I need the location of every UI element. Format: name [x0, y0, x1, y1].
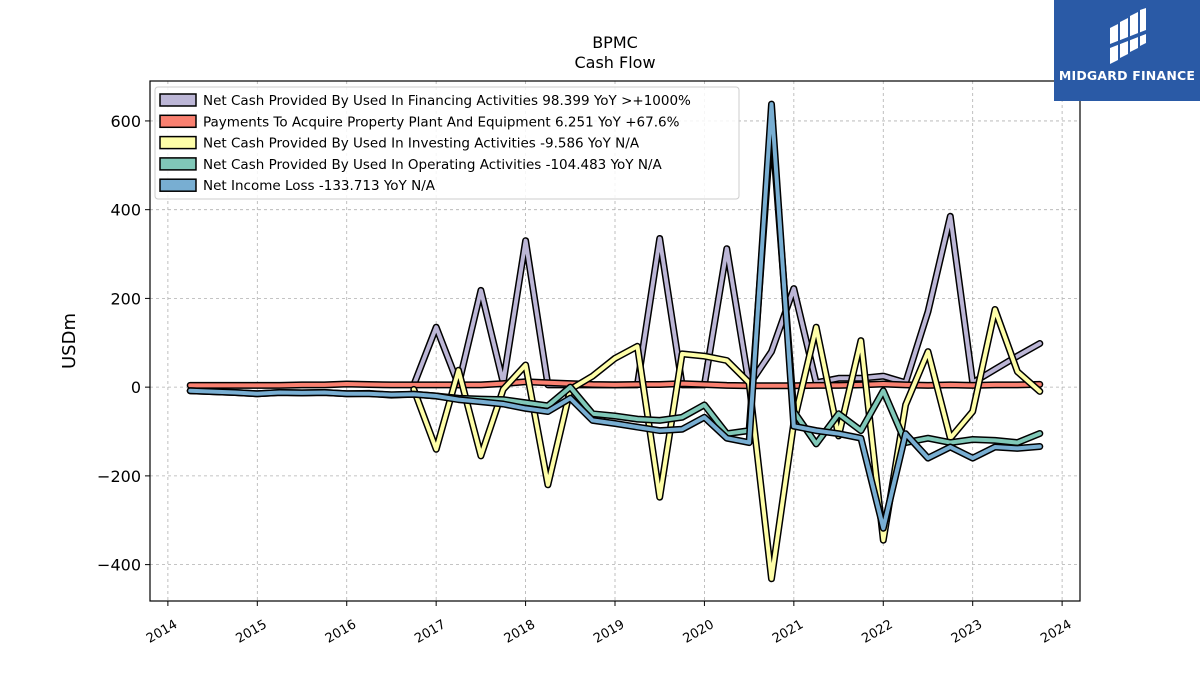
y-tick-label: −200 [97, 467, 141, 486]
legend-entry-label: Net Cash Provided By Used In Operating A… [203, 157, 662, 173]
logo-text: MIDGARD FINANCE [1058, 68, 1196, 83]
series-line-2 [410, 306, 1044, 583]
legend-swatch [159, 135, 197, 150]
chart-subtitle: Cash Flow [574, 53, 655, 72]
legend-swatch [159, 178, 197, 192]
x-tick-label: 2016 [323, 617, 359, 647]
series-line-0 [410, 212, 1044, 389]
legend-swatch [159, 114, 197, 129]
series-path [411, 214, 1042, 387]
x-tick-label: 2024 [1038, 617, 1074, 647]
x-tick-label: 2019 [591, 617, 627, 647]
midgard-logo-mark-icon [1110, 8, 1146, 64]
series-path [188, 379, 1042, 388]
y-tick-label: 600 [110, 112, 141, 131]
y-axis-ticks: 600 400 200 0 −200 −400 [97, 112, 150, 575]
y-tick-label: 400 [110, 201, 141, 220]
midgard-finance-logo: MIDGARD FINANCE [1054, 0, 1200, 101]
y-tick-label: 200 [110, 289, 141, 308]
x-tick-label: 2022 [859, 617, 895, 647]
y-axis-label: USDm [59, 313, 80, 369]
series-line-1 [186, 378, 1044, 390]
legend-entry-label: Net Cash Provided By Used In Financing A… [203, 93, 691, 109]
legend-entry-label: Net Income Loss -133.713 YoY N/A [203, 178, 436, 194]
legend-entry-label: Payments To Acquire Property Plant And E… [203, 114, 680, 130]
chart-title: BPMC [592, 33, 638, 52]
legend-swatch [159, 93, 197, 107]
x-tick-label: 2023 [949, 617, 985, 647]
series-lines [186, 100, 1044, 583]
x-tick-label: 2018 [502, 617, 538, 647]
x-tick-label: 2020 [681, 617, 717, 647]
x-tick-label: 2015 [233, 617, 269, 647]
x-tick-label: 2021 [770, 617, 806, 647]
x-tick-label: 2014 [144, 617, 180, 647]
series-path [188, 102, 1042, 531]
legend-box [154, 86, 740, 200]
legend: Net Cash Provided By Used In Financing A… [154, 86, 740, 200]
series-path [411, 307, 1042, 581]
y-tick-label: 0 [131, 378, 141, 397]
x-tick-label: 2017 [412, 617, 448, 647]
y-tick-label: −400 [97, 556, 141, 575]
legend-swatch [159, 157, 197, 171]
legend-entry-label: Net Cash Provided By Used In Investing A… [203, 136, 640, 152]
x-axis-ticks: 2014 2015 2016 2017 2018 2019 2020 2021 2022 2023… [144, 601, 1074, 647]
series-line-4 [186, 100, 1044, 532]
